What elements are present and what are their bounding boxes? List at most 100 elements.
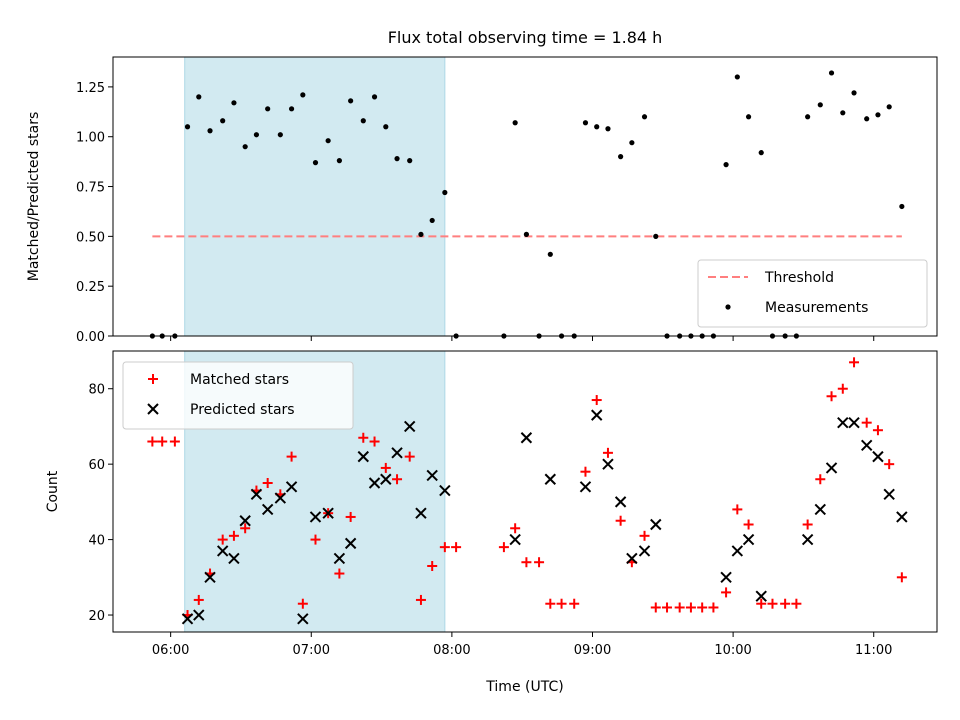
measurement-point	[196, 94, 202, 100]
predicted-star-point	[755, 590, 767, 602]
measurement-point	[523, 231, 530, 237]
predicted-star-point	[333, 552, 346, 565]
y-tick-label: 60	[88, 458, 105, 473]
predicted-star-point	[285, 481, 298, 493]
measurement-point	[336, 158, 342, 164]
predicted-star-point	[357, 450, 370, 463]
matched-star-point	[685, 602, 696, 613]
predicted-star-point	[426, 469, 438, 482]
chart-title: Flux total observing time = 1.84 h	[388, 28, 663, 47]
legend-predicted-swatch	[147, 403, 159, 415]
measurement-point	[242, 144, 248, 150]
measurement-point	[805, 114, 811, 120]
matched-star-point	[369, 436, 380, 447]
predicted-star-point	[742, 533, 755, 546]
matched-star-point	[662, 602, 673, 613]
predicted-star-point	[837, 416, 849, 429]
y-tick-label: 40	[88, 534, 105, 549]
top-legend: Threshold Measurements	[697, 259, 928, 328]
predicted-star-point	[825, 462, 838, 474]
matched-star-point	[297, 598, 308, 609]
matched-star-point	[334, 568, 345, 579]
matched-star-point	[650, 602, 661, 613]
matched-star-point	[591, 395, 602, 406]
predicted-star-point	[720, 571, 732, 584]
matched-star-point	[169, 436, 180, 447]
matched-star-point	[743, 519, 754, 530]
matched-star-point	[451, 542, 462, 553]
predicted-star-point	[415, 507, 427, 519]
matched-star-point	[262, 478, 273, 489]
measurement-point	[418, 231, 424, 237]
measurement-point	[828, 70, 835, 76]
measurement-point	[605, 126, 611, 132]
y-tick-label: 80	[88, 383, 105, 398]
measurement-point	[442, 189, 448, 196]
predicted-star-point	[650, 518, 662, 531]
matched-star-point	[837, 383, 848, 394]
x-tick-label: 07:00	[293, 643, 330, 658]
matched-star-point	[791, 598, 802, 609]
matched-star-point	[228, 530, 239, 541]
predicted-star-point	[250, 488, 263, 501]
top-y-axis-label: Matched/Predicted stars	[26, 112, 42, 282]
measurement-point	[220, 118, 226, 124]
measurement-point	[734, 74, 740, 80]
y-tick-label: 1.00	[76, 131, 105, 146]
predicted-star-point	[896, 511, 908, 523]
matched-star-point	[872, 425, 883, 436]
predicted-star-point	[216, 545, 229, 557]
matched-star-point	[240, 523, 251, 534]
predicted-star-point	[274, 492, 287, 504]
flux-ratio-panel: 0.00 0.25 0.50 0.75 1.00 1.25 Matched/Predict…	[26, 56, 938, 345]
predicted-star-point	[204, 571, 216, 584]
predicted-star-point	[814, 503, 826, 516]
predicted-star-point	[439, 484, 451, 497]
bottom-axes-frame	[112, 350, 938, 633]
matched-star-point	[639, 530, 650, 541]
measurement-point	[817, 102, 823, 108]
predicted-star-point	[614, 496, 627, 508]
matched-star-point	[157, 436, 168, 447]
measurement-point	[512, 120, 518, 126]
matched-star-point	[193, 594, 204, 605]
predicted-star-point	[193, 609, 205, 621]
bottom-series	[147, 357, 908, 625]
measurement-point	[886, 104, 892, 110]
matched-star-point	[849, 357, 860, 368]
measurement-point	[383, 124, 389, 130]
y-tick-label: 20	[88, 609, 105, 624]
y-tick-label: 0.25	[76, 280, 105, 295]
matched-star-point	[427, 560, 438, 571]
measurement-point	[360, 118, 366, 124]
matched-star-point	[732, 504, 743, 515]
matched-star-point	[708, 602, 719, 613]
predicted-star-point	[544, 473, 557, 485]
predicted-star-point	[322, 507, 334, 519]
matched-star-point	[392, 474, 403, 485]
legend-label: Matched stars	[190, 372, 289, 388]
predicted-star-point	[626, 552, 638, 565]
predicted-star-point	[391, 447, 403, 459]
bottom-legend: Matched stars Predicted stars	[122, 361, 354, 430]
matched-star-point	[380, 462, 391, 473]
predicted-star-point	[602, 458, 614, 470]
measurement-point	[840, 110, 846, 116]
matched-star-point	[439, 542, 450, 553]
y-tick-label: 1.25	[76, 81, 105, 96]
predicted-star-point	[883, 488, 895, 501]
measurement-point	[207, 128, 213, 134]
predicted-star-point	[509, 533, 521, 546]
predicted-star-point	[860, 439, 873, 452]
predicted-star-point	[731, 545, 744, 557]
predicted-star-point	[520, 432, 533, 444]
x-tick-label: 08:00	[433, 643, 470, 658]
matched-star-point	[861, 417, 872, 428]
matched-star-point	[697, 602, 708, 613]
matched-star-point	[721, 587, 732, 598]
matched-star-point	[286, 451, 297, 462]
bottom-y-axis-label: Count	[45, 470, 61, 512]
measurement-point	[265, 106, 271, 112]
matched-star-point	[674, 602, 685, 613]
